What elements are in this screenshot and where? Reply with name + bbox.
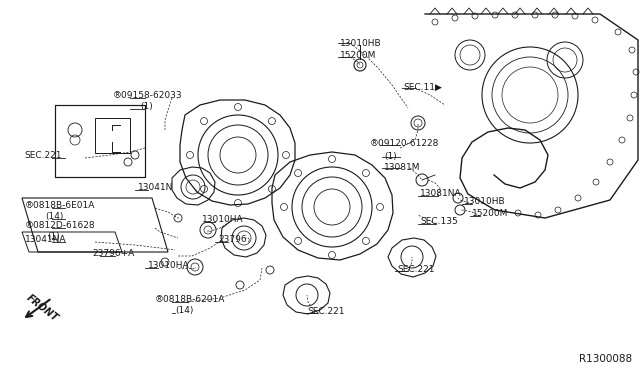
Text: 13010HA: 13010HA xyxy=(148,262,189,270)
Text: 23796+A: 23796+A xyxy=(92,250,134,259)
Bar xyxy=(55,105,145,177)
Text: 13081NA: 13081NA xyxy=(420,189,461,199)
Text: (1): (1) xyxy=(47,232,60,241)
Text: R1300088: R1300088 xyxy=(579,354,632,364)
Text: SEC.221: SEC.221 xyxy=(397,264,435,273)
Text: ®09120-61228: ®09120-61228 xyxy=(370,138,440,148)
Text: SEC.11▶: SEC.11▶ xyxy=(403,83,442,92)
Bar xyxy=(95,118,130,153)
Text: ®0818B-6201A: ®0818B-6201A xyxy=(155,295,225,305)
Text: SEC.221: SEC.221 xyxy=(24,151,61,160)
Text: 15200M: 15200M xyxy=(340,51,376,60)
Text: 13010HB: 13010HB xyxy=(464,198,506,206)
Text: FRONT: FRONT xyxy=(24,293,60,323)
Text: 23796: 23796 xyxy=(218,235,246,244)
Text: (14): (14) xyxy=(45,212,63,221)
Text: SEC.135: SEC.135 xyxy=(420,218,458,227)
Text: (14): (14) xyxy=(175,307,193,315)
Text: 13081M: 13081M xyxy=(384,163,420,171)
Text: SEC.221: SEC.221 xyxy=(307,307,344,315)
Text: ®09158-62033: ®09158-62033 xyxy=(113,92,182,100)
Text: 13010HB: 13010HB xyxy=(340,38,381,48)
Text: 13041NA: 13041NA xyxy=(25,235,67,244)
Text: 15200M: 15200M xyxy=(472,209,508,218)
Text: (1): (1) xyxy=(140,103,153,112)
Text: ®0812D-61628: ®0812D-61628 xyxy=(25,221,95,231)
Text: (1): (1) xyxy=(384,151,397,160)
Text: 13010HA: 13010HA xyxy=(202,215,244,224)
Text: 13041N: 13041N xyxy=(138,183,173,192)
Text: ®0818B-6E01A: ®0818B-6E01A xyxy=(25,202,95,211)
